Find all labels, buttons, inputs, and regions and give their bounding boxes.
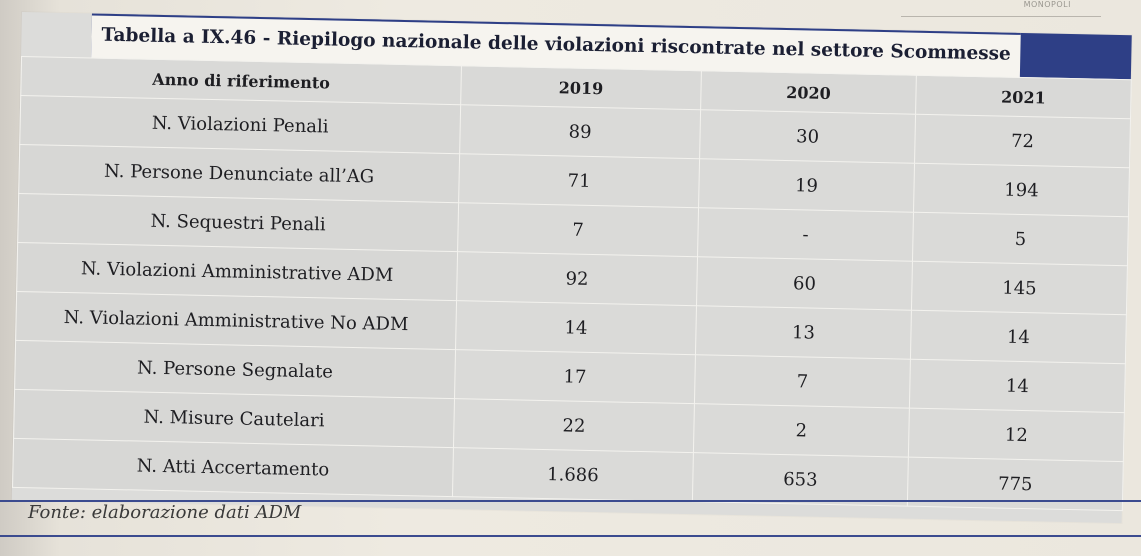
footer-rule-bottom	[0, 535, 1141, 537]
cell-value-2019: 7	[457, 202, 699, 257]
cell-value-2021: 14	[910, 310, 1127, 364]
cell-value-2020: 19	[698, 158, 915, 213]
row-label: N. Atti Accertamento	[12, 438, 454, 497]
cell-value-2021: 194	[913, 163, 1130, 217]
cell-value-2021: 145	[911, 261, 1128, 315]
cell-value-2019: 22	[453, 398, 695, 453]
cell-value-2021: 14	[909, 359, 1126, 413]
footer-rule-top	[0, 500, 1141, 502]
cell-value-2021: 12	[908, 408, 1125, 462]
cell-value-2021: 775	[907, 457, 1124, 511]
cell-value-2020: 7	[694, 354, 911, 409]
cell-value-2020: 2	[693, 403, 910, 458]
cell-value-2020: 13	[695, 305, 912, 360]
cell-value-2020: 60	[696, 256, 913, 311]
violations-table: Anno di riferimento 2019 2020 2021 N. Vi…	[12, 56, 1132, 511]
header-tag: MONOPOLI	[1023, 0, 1071, 9]
column-header-2019: 2019	[460, 65, 702, 110]
cell-value-2020: -	[697, 207, 914, 262]
cell-value-2019: 71	[458, 153, 700, 208]
header-rule	[901, 16, 1101, 17]
column-header-2021: 2021	[915, 75, 1132, 119]
cell-value-2020: 653	[692, 452, 909, 507]
cell-value-2019: 17	[454, 349, 696, 404]
cell-value-2019: 89	[459, 104, 701, 159]
cell-value-2021: 5	[912, 212, 1129, 266]
cell-value-2019: 92	[456, 251, 698, 306]
cell-value-2021: 72	[914, 114, 1131, 168]
summary-table-container: Tabella a IX.46 - Riepilogo nazionale de…	[11, 12, 1132, 524]
column-header-2020: 2020	[700, 70, 917, 115]
cell-value-2020: 30	[699, 109, 916, 164]
cell-value-2019: 1.686	[452, 447, 694, 502]
cell-value-2019: 14	[455, 300, 697, 355]
source-note: Fonte: elaborazione dati ADM	[28, 502, 302, 523]
